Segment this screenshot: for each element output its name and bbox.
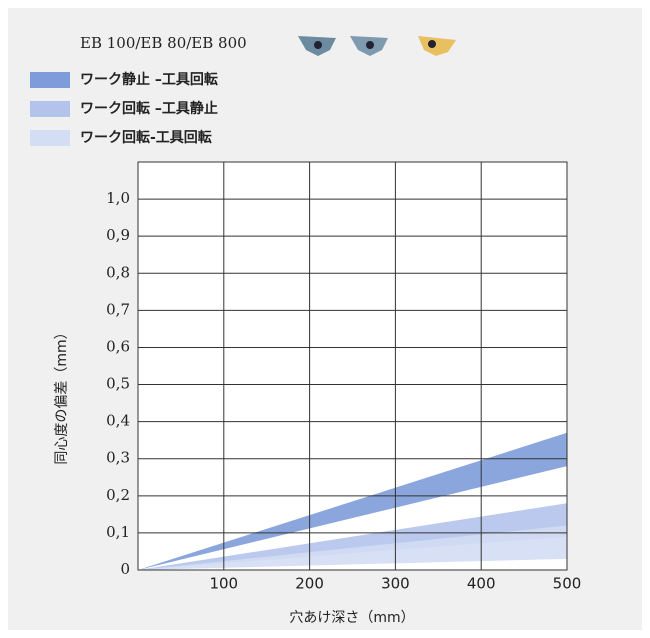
- x-tick-label: 500: [553, 575, 582, 593]
- range-band: [138, 432, 567, 570]
- x-axis-label: 穴あけ深さ（mm）: [289, 610, 414, 626]
- x-tick-label: 400: [467, 575, 496, 593]
- x-tick-label: 200: [295, 575, 324, 593]
- legend-swatch: [30, 101, 70, 117]
- y-tick-label: 0: [120, 560, 130, 578]
- legend-swatch: [30, 130, 70, 146]
- y-tick-label: 0,8: [106, 263, 130, 281]
- drill-icons: [298, 36, 456, 56]
- y-tick-label: 0,3: [106, 449, 130, 467]
- legend-label: ワーク静止 –工具回転: [80, 71, 218, 88]
- y-tick-label: 0,1: [106, 523, 130, 541]
- y-tick-label: 0,4: [106, 412, 130, 430]
- range-band: [138, 525, 567, 570]
- legend-swatch: [30, 72, 70, 88]
- y-tick-label: 1,0: [106, 189, 130, 207]
- x-tick-label: 300: [381, 575, 410, 593]
- x-tick-label: 100: [209, 575, 238, 593]
- legend-label: ワーク回転-工具回転: [80, 129, 212, 146]
- y-axis-label: 同心度の偏差（mm）: [54, 325, 70, 464]
- y-tick-label: 0,5: [106, 375, 130, 393]
- plot-frame: [137, 161, 568, 571]
- y-tick-label: 0,6: [106, 337, 130, 355]
- y-tick-label: 0,9: [106, 226, 130, 244]
- y-tick-label: 0,2: [106, 486, 130, 504]
- y-tick-label: 0,7: [106, 300, 130, 318]
- chart-title: EB 100/EB 80/EB 800: [80, 34, 247, 52]
- legend-label: ワーク回転 –工具静止: [80, 100, 218, 117]
